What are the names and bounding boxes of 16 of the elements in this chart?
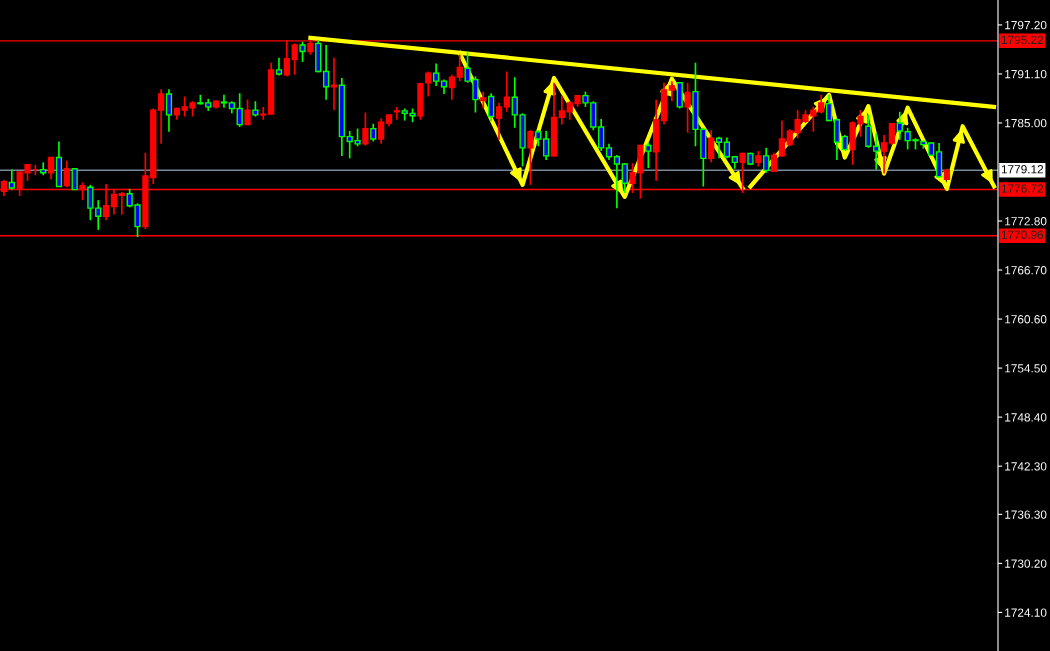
ref-line-label: 1776.72	[1001, 184, 1044, 193]
y-tick-label: 1791.10	[1005, 69, 1047, 79]
y-tick-label: 1772.80	[1005, 217, 1047, 226]
y-tick-label: 1754.50	[1005, 364, 1047, 373]
ref-line-label: 1795.22	[1001, 35, 1044, 44]
y-tick-label: 1748.40	[1005, 413, 1047, 422]
y-tick-label: 1785.00	[1005, 119, 1047, 128]
y-tick-label: 1766.70	[1005, 266, 1047, 275]
y-tick-label: 1730.20	[1005, 559, 1047, 568]
ref-line-label: 1770.96	[1001, 230, 1044, 239]
y-tick-label: 1797.20	[1005, 20, 1047, 30]
y-tick-label: 1760.60	[1005, 315, 1047, 324]
ref-line-label: 1779.12	[1001, 165, 1044, 174]
y-tick-label: 1736.30	[1005, 510, 1047, 519]
y-tick-label: 1742.30	[1005, 462, 1047, 471]
y-tick-label: 1724.10	[1005, 608, 1047, 617]
